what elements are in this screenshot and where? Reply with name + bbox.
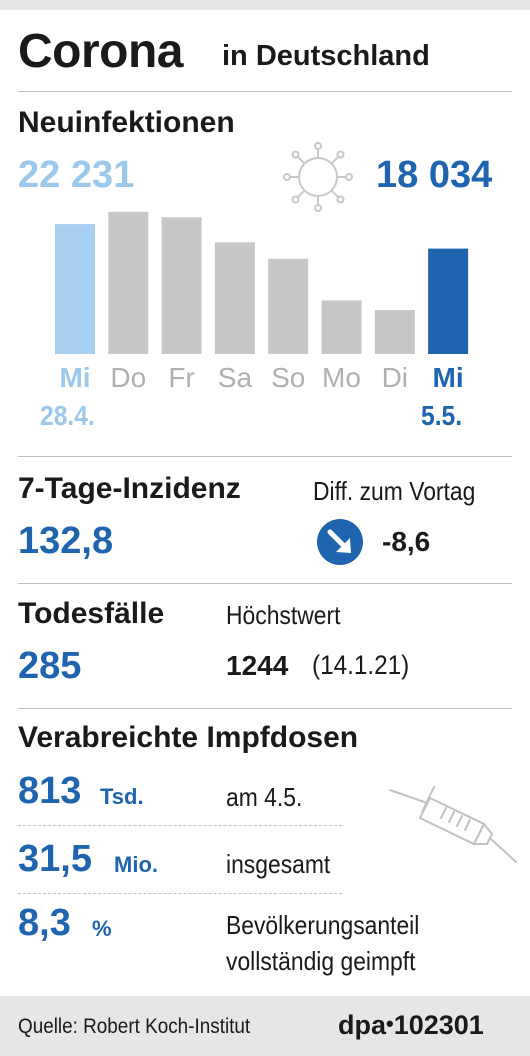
- source-label: Quelle: Robert Koch-Institut: [18, 1015, 251, 1038]
- divider: [18, 91, 512, 92]
- page-title: Corona: [18, 25, 184, 78]
- day-label-6: Di: [381, 362, 409, 393]
- dashed-divider: [18, 825, 342, 826]
- date-prev: 28.4.: [40, 400, 95, 431]
- vacc-row-2-unit: Mio.: [114, 852, 158, 877]
- dashed-divider: [18, 893, 342, 894]
- infections-heading: Neuinfektionen: [18, 106, 235, 139]
- arrow-down-right-icon: [317, 519, 363, 565]
- vacc-row-3-desc: Bevölkerungsanteil: [226, 910, 420, 940]
- syringe-icon: [389, 786, 517, 863]
- max-label: Höchstwert: [226, 600, 341, 630]
- bar-di-6: [374, 310, 415, 354]
- vacc-row-3-unit: %: [92, 916, 112, 941]
- incidence-value: 132,8: [18, 520, 114, 562]
- vacc-row-3-desc2: vollständig geimpft: [226, 946, 416, 976]
- incidence-heading: 7-Tage-Inzidenz: [18, 472, 241, 505]
- day-label-4: So: [271, 362, 306, 393]
- vaccination-heading: Verabreichte Impfdosen: [18, 721, 359, 754]
- bar-do-1: [108, 211, 149, 354]
- infections-bar-chart: [55, 211, 469, 354]
- graphic-id: 102301: [393, 1010, 484, 1040]
- footer-bar: [0, 996, 530, 1056]
- day-label-0: Mi: [59, 362, 91, 393]
- deaths-value: 285: [18, 645, 82, 687]
- top-bar: [0, 0, 530, 10]
- bullet-dot: •: [386, 1011, 394, 1036]
- vacc-row-1-desc: am 4.5.: [226, 782, 303, 812]
- divider: [18, 456, 512, 457]
- infections-value-curr: 18 034: [376, 154, 493, 196]
- diff-label: Diff. zum Vortag: [313, 476, 476, 506]
- vacc-row-2-desc: insgesamt: [226, 849, 331, 879]
- day-label-5: Mo: [322, 362, 361, 393]
- diff-value: -8,6: [382, 526, 431, 557]
- vacc-row-3-value: 8,3: [18, 902, 71, 944]
- bar-mi-0: [55, 224, 95, 354]
- divider: [18, 708, 512, 709]
- max-date: (14.1.21): [312, 650, 410, 680]
- day-label-3: Sa: [217, 362, 253, 393]
- deaths-heading: Todesfälle: [18, 597, 165, 630]
- max-value: 1244: [226, 650, 289, 681]
- agency-credit: dpa•102301: [338, 1010, 484, 1041]
- vacc-row-2-value: 31,5: [18, 838, 92, 880]
- day-label-1: Do: [110, 362, 147, 393]
- agency-name: dpa: [338, 1010, 387, 1040]
- bar-mi-7: [428, 248, 469, 354]
- bar-fr-2: [161, 217, 202, 354]
- bar-so-4: [268, 258, 309, 354]
- bar-sa-3: [214, 242, 255, 354]
- infections-value-prev: 22 231: [18, 154, 135, 196]
- day-label-2: Fr: [168, 362, 195, 393]
- page-subtitle: in Deutschland: [222, 40, 430, 72]
- vacc-row-1-unit: Tsd.: [100, 784, 144, 809]
- day-label-7: Mi: [432, 362, 464, 393]
- bar-mo-5: [321, 300, 362, 354]
- virus-icon: [283, 142, 353, 212]
- divider: [18, 583, 512, 584]
- vacc-row-1-value: 813: [18, 770, 82, 812]
- date-curr: 5.5.: [421, 400, 463, 431]
